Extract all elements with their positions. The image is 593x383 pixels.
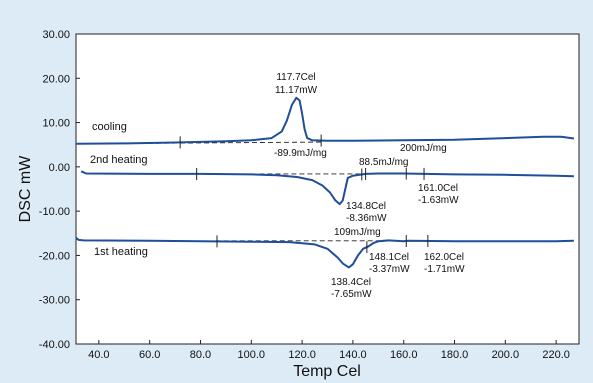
anno-h2-peak1-val: -8.36mW <box>346 213 387 224</box>
anno-h1-peak2-temp: 148.1Cel <box>369 252 409 263</box>
x-tick-label: 100.0 <box>238 349 266 361</box>
anno-cool-enthalpy: -89.9mJ/mg <box>274 148 327 159</box>
x-tick-label: 180.0 <box>441 349 469 361</box>
label-cooling: cooling <box>92 121 127 133</box>
series-line-2nd-heating <box>80 170 574 206</box>
anno-h2-peak2-temp: 161.0Cel <box>418 183 458 194</box>
anno-h1-peak1-temp: 138.4Cel <box>331 277 371 288</box>
series-line-1st-heating <box>75 236 574 269</box>
x-tick-label: 80.0 <box>190 349 211 361</box>
y-tick-label: -40.00 <box>39 339 70 351</box>
y-tick-label: 0.00 <box>49 162 70 174</box>
anno-h1-peak2-val: -3.37mW <box>369 264 410 275</box>
x-tick-label: 60.0 <box>139 349 160 361</box>
y-tick-label: -10.00 <box>39 206 70 218</box>
y-tick-label: 30.00 <box>42 29 70 41</box>
anno-cool-peak-temp: 117.7Cel <box>276 72 315 83</box>
x-tick-label: 200.0 <box>492 349 520 361</box>
anno-h1-peak1-val: -7.65mW <box>331 289 372 300</box>
x-tick-label: 40.0 <box>88 349 109 361</box>
anno-cool-enthalpy-2: 200mJ/mg <box>400 143 447 154</box>
x-tick-label: 120.0 <box>288 349 316 361</box>
y-tick-label: 10.00 <box>42 118 70 130</box>
y-tick-label: 20.00 <box>42 73 70 85</box>
anno-h1-peak3-val: -1.71mW <box>424 264 465 275</box>
anno-cool-peak-val: 11.17mW <box>275 85 318 96</box>
anno-h2-peak2-val: -1.63mW <box>418 195 459 206</box>
y-tick-label: -20.00 <box>39 250 70 262</box>
x-tick-label: 220.0 <box>542 349 570 361</box>
anno-h1-enthalpy: 109mJ/mg <box>334 227 381 238</box>
x-tick-label: 140.0 <box>339 349 367 361</box>
anno-h2-peak1-temp: 134.8Cel <box>346 201 386 212</box>
label-1st-heating: 1st heating <box>94 246 148 258</box>
y-axis-title: DSC mW <box>17 155 34 223</box>
chart-marks: 30.00 20.00 10.00 0.00 -10.00 -20.00 -30.00 -40… <box>39 29 575 361</box>
y-tick-label: -30.00 <box>39 295 70 307</box>
series-line-cooling <box>75 96 575 145</box>
label-2nd-heating: 2nd heating <box>90 154 148 166</box>
x-axis-title: Temp Cel <box>293 363 361 380</box>
anno-h2-enthalpy: 88.5mJ/mg <box>359 157 408 168</box>
x-tick-label: 160.0 <box>390 349 418 361</box>
anno-h1-peak3-temp: 162.0Cel <box>424 252 464 263</box>
